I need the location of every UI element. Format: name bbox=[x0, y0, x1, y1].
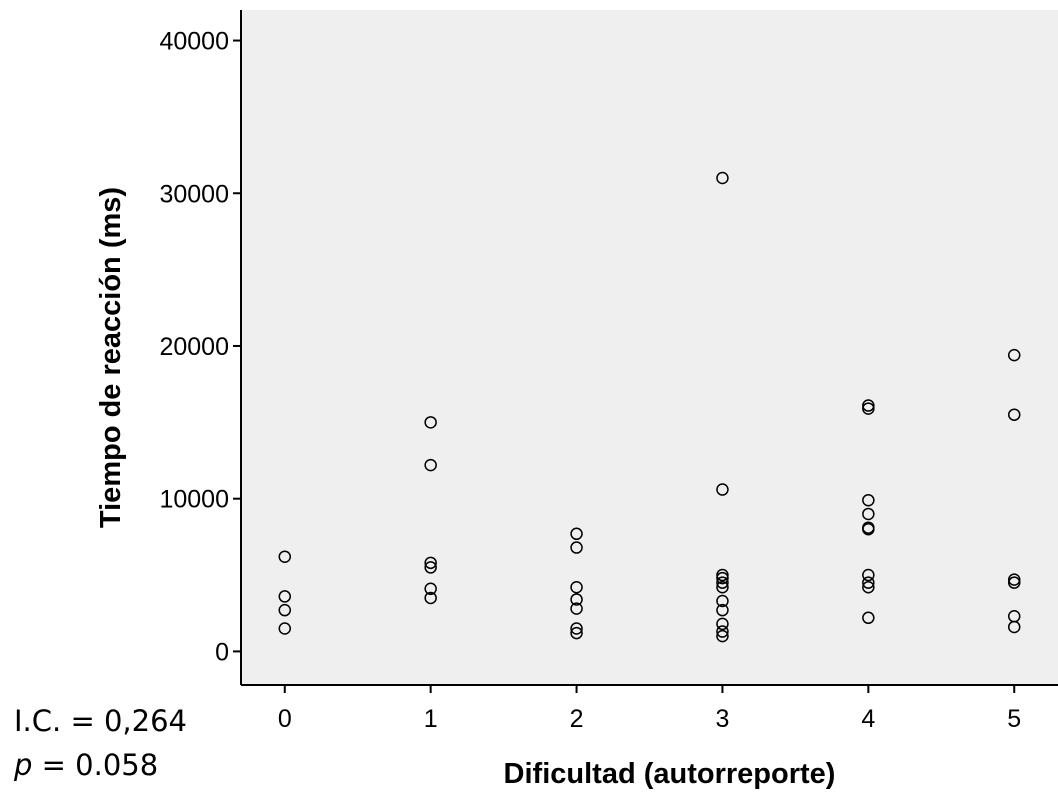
x-tick-label: 4 bbox=[861, 705, 875, 733]
data-point bbox=[862, 611, 875, 625]
y-tick-label: 40000 bbox=[159, 28, 229, 56]
x-tick-label: 3 bbox=[715, 705, 729, 733]
data-point bbox=[862, 568, 875, 582]
data-point bbox=[716, 603, 729, 617]
y-tick-label: 0 bbox=[215, 638, 229, 666]
p-symbol: p bbox=[14, 748, 33, 782]
data-point bbox=[570, 593, 583, 606]
data-point bbox=[570, 527, 583, 541]
data-point bbox=[862, 399, 875, 412]
data-point bbox=[862, 402, 875, 415]
data-point bbox=[278, 603, 292, 617]
data-point bbox=[424, 416, 437, 429]
data-point bbox=[570, 622, 583, 635]
axes: 0 10000 20000 30000 40000 0 1 2 3 4 5 bbox=[159, 10, 1058, 733]
data-point bbox=[570, 602, 583, 615]
p-value-text: = 0.058 bbox=[32, 748, 159, 782]
x-tick-label: 0 bbox=[278, 705, 292, 733]
data-point bbox=[278, 622, 292, 635]
data-point bbox=[716, 571, 729, 585]
y-axis-title: Tiempo de reacción (ms) bbox=[95, 187, 127, 528]
y-tick-label: 10000 bbox=[159, 486, 229, 514]
data-point bbox=[424, 591, 437, 605]
data-point bbox=[862, 493, 875, 507]
data-point bbox=[278, 590, 292, 603]
data-point bbox=[862, 522, 875, 536]
x-tick-label: 2 bbox=[570, 705, 584, 733]
data-point bbox=[716, 171, 729, 185]
x-tick-label: 1 bbox=[424, 705, 438, 733]
data-point bbox=[424, 458, 437, 472]
x-tick-label: 5 bbox=[1007, 705, 1021, 733]
data-point bbox=[716, 568, 729, 582]
data-point bbox=[716, 483, 729, 496]
data-point bbox=[1007, 348, 1021, 362]
y-tick-label: 30000 bbox=[159, 180, 229, 208]
data-point bbox=[424, 582, 437, 596]
data-point bbox=[1007, 576, 1021, 589]
data-point bbox=[716, 617, 729, 631]
data-point bbox=[1007, 408, 1021, 421]
data-points bbox=[278, 171, 1021, 643]
plot-area bbox=[241, 10, 1058, 685]
data-point bbox=[862, 576, 875, 589]
data-point bbox=[424, 561, 437, 574]
y-tick-label: 20000 bbox=[159, 333, 229, 361]
data-point bbox=[570, 581, 583, 594]
data-point bbox=[716, 629, 729, 643]
data-point bbox=[424, 556, 437, 570]
data-point bbox=[716, 576, 729, 589]
data-point bbox=[716, 581, 729, 594]
data-point bbox=[716, 594, 729, 608]
data-point bbox=[862, 581, 875, 594]
data-point bbox=[278, 550, 292, 563]
data-point bbox=[862, 507, 875, 521]
data-point bbox=[570, 626, 583, 640]
data-point bbox=[1007, 573, 1021, 586]
data-point bbox=[716, 625, 729, 638]
data-point bbox=[570, 541, 583, 554]
data-point bbox=[1007, 620, 1021, 634]
p-value-annotation: p = 0.058 bbox=[14, 748, 158, 782]
x-axis-title: Dificultad (autorreporte) bbox=[504, 758, 836, 790]
ci-annotation: I.C. = 0,264 bbox=[14, 704, 187, 738]
